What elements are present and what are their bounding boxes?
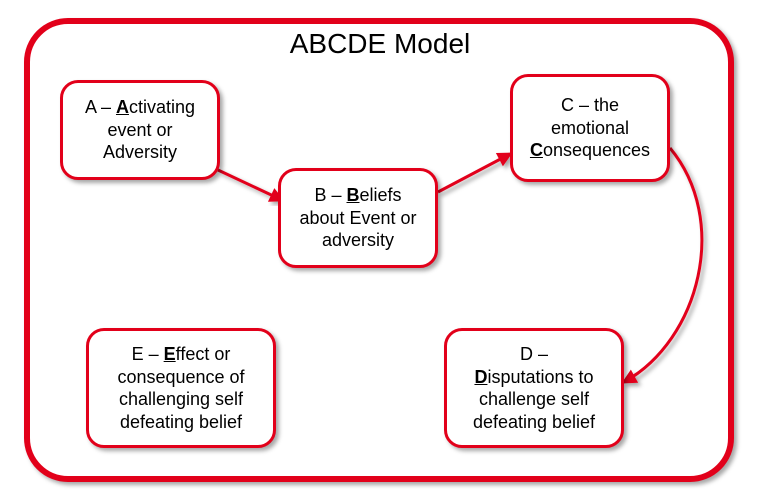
node-A: A – Activatingevent orAdversity	[60, 80, 220, 180]
node-D: D –Disputations tochallenge selfdefeatin…	[444, 328, 624, 448]
node-E-label: E – Effect orconsequence ofchallenging s…	[117, 343, 244, 433]
diagram-title: ABCDE Model	[250, 28, 510, 60]
node-B-label: B – Beliefsabout Event oradversity	[299, 184, 416, 252]
node-A-label: A – Activatingevent orAdversity	[85, 96, 195, 164]
node-D-label: D –Disputations tochallenge selfdefeatin…	[473, 343, 595, 433]
diagram-canvas: A – Activatingevent orAdversity B – Belie…	[0, 0, 758, 501]
node-B: B – Beliefsabout Event oradversity	[278, 168, 438, 268]
node-E: E – Effect orconsequence ofchallenging s…	[86, 328, 276, 448]
node-C: C – theemotionalConsequences	[510, 74, 670, 182]
node-C-label: C – theemotionalConsequences	[530, 94, 650, 162]
